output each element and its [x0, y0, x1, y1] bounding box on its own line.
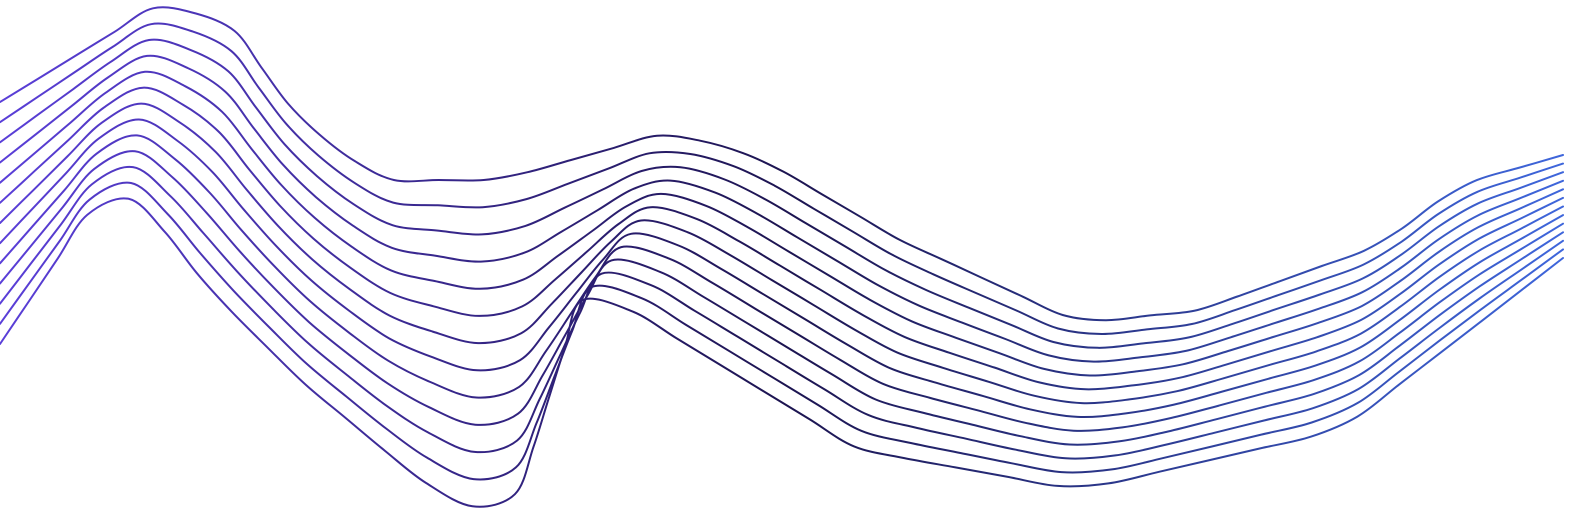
wave-line-3: [0, 38, 1564, 349]
wave-line-6: [0, 86, 1564, 391]
wave-line-7: [0, 102, 1564, 405]
wave-line-1: [0, 6, 1564, 322]
wave-line-13: [0, 197, 1564, 508]
wave-line-8: [0, 118, 1564, 419]
wave-line-12: [0, 181, 1564, 481]
wave-line-11: [0, 165, 1564, 460]
wave-line-group: [0, 6, 1564, 508]
wave-line-9: [0, 134, 1564, 432]
wave-line-10: [0, 150, 1564, 446]
wave-line-2: [0, 22, 1564, 336]
wave-line-4: [0, 54, 1564, 363]
wave-line-5: [0, 70, 1564, 377]
